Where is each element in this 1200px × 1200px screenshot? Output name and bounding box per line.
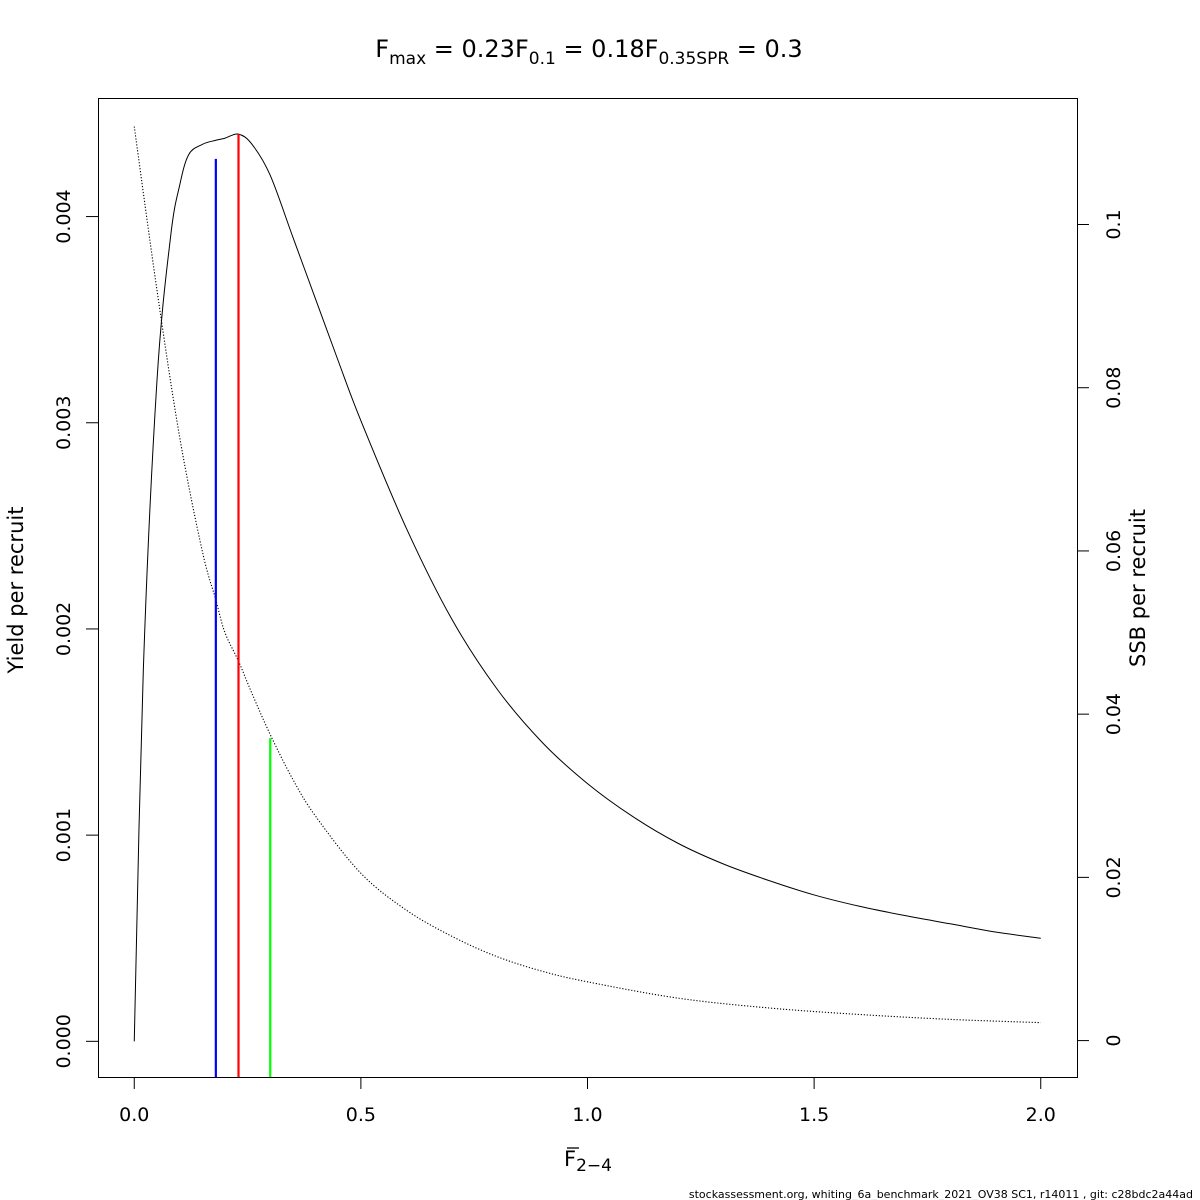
plot-frame — [98, 98, 1078, 1078]
y-right-tick-label: 0.06 — [1103, 530, 1125, 572]
y-right-tick-label: 0.1 — [1103, 209, 1125, 239]
x-tick-label: 0.0 — [119, 1104, 149, 1126]
x-axis: 0.0 0.5 1.0 1.5 2.0 — [119, 1077, 1056, 1126]
y-axis-left-title: Yield per recruit — [4, 507, 28, 675]
x-axis-title-sub: 2−4 — [576, 1156, 612, 1176]
title-term-0: F — [375, 35, 389, 63]
title-term-1-sub: 0.1 — [529, 49, 556, 69]
title-term-0-sub: max — [389, 49, 426, 69]
title-term-0-value: = 0.23 — [426, 35, 515, 63]
chart-title: Fmax = 0.23F0.1 = 0.18F0.35SPR = 0.3 — [375, 35, 802, 69]
x-tick-label: 2.0 — [1026, 1104, 1056, 1126]
title-term-2-value: = 0.3 — [729, 35, 803, 63]
y-right-tick-label: 0.02 — [1103, 856, 1125, 898]
y-left-tick-label: 0.000 — [53, 1014, 75, 1068]
title-term-1: F — [515, 35, 529, 63]
series-layer — [133, 126, 1041, 1042]
x-tick-label: 0.5 — [346, 1104, 376, 1126]
ssb-per-recruit-line — [133, 126, 1041, 1024]
y-right-tick-label: 0.08 — [1103, 367, 1125, 409]
title-term-2: F — [645, 35, 659, 63]
x-axis-title-main: F — [564, 1147, 576, 1171]
y-left-tick-label: 0.003 — [53, 396, 75, 450]
yield-per-recruit-line — [133, 133, 1041, 1042]
y-right-tick-label: 0 — [1103, 1035, 1125, 1047]
title-term-2-sub: 0.35SPR — [658, 49, 729, 69]
y-left-tick-label: 0.004 — [53, 189, 75, 243]
y-axis-left: 0.000 0.001 0.002 0.003 0.004 — [53, 189, 99, 1069]
y-left-tick-label: 0.002 — [53, 602, 75, 656]
x-axis-title: F2−4 — [564, 1147, 612, 1176]
x-tick-label: 1.5 — [799, 1104, 829, 1126]
reference-lines — [214, 134, 272, 1077]
y-left-tick-label: 0.001 — [53, 808, 75, 862]
x-tick-label: 1.0 — [572, 1104, 602, 1126]
title-term-1-value: = 0.18 — [556, 35, 645, 63]
y-axis-right-title: SSB per recruit — [1126, 509, 1150, 667]
y-right-tick-label: 0.04 — [1103, 693, 1125, 735]
y-axis-right: 0 0.02 0.04 0.06 0.08 0.1 — [1077, 209, 1125, 1047]
footer-text: stockassessment.org, whiting_6a_benchmar… — [689, 1188, 1193, 1200]
